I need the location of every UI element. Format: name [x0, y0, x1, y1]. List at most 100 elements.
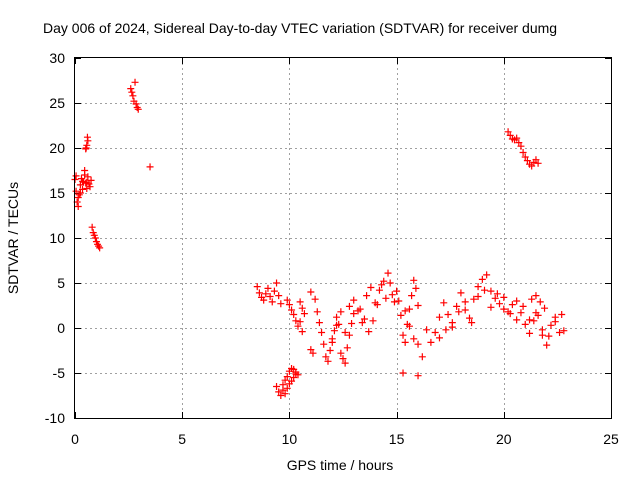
data-point — [412, 284, 420, 292]
data-point — [275, 292, 283, 300]
data-point — [487, 303, 495, 311]
data-point — [358, 319, 366, 327]
data-point — [528, 162, 536, 170]
data-point — [311, 295, 319, 303]
data-point — [442, 326, 450, 334]
data-point — [322, 353, 330, 361]
data-point — [543, 341, 551, 349]
data-point — [399, 331, 407, 339]
data-point — [128, 88, 136, 96]
data-point — [290, 311, 298, 318]
data-point — [81, 167, 89, 174]
data-point — [82, 144, 90, 152]
x-tick-label: 10 — [282, 431, 298, 447]
data-point — [333, 313, 341, 321]
data-point — [345, 331, 353, 339]
data-point — [260, 296, 268, 304]
data-point — [461, 306, 469, 314]
data-point — [292, 317, 300, 325]
data-point — [285, 301, 293, 309]
data-point — [534, 159, 542, 167]
data-point — [397, 311, 405, 319]
y-tick-label: 5 — [57, 275, 65, 291]
data-point — [465, 314, 473, 322]
data-points — [71, 78, 568, 399]
data-point — [266, 293, 274, 300]
y-tick-label: 0 — [57, 320, 65, 336]
data-point — [513, 316, 521, 324]
data-point — [530, 317, 538, 325]
data-point — [298, 328, 306, 336]
data-point — [79, 185, 87, 193]
data-point — [133, 104, 141, 111]
data-point — [296, 318, 304, 326]
data-point — [515, 139, 523, 147]
data-point — [76, 189, 84, 197]
data-point — [408, 292, 416, 300]
data-point — [483, 271, 491, 279]
data-point — [538, 326, 546, 334]
data-point — [414, 340, 422, 348]
data-point — [72, 187, 80, 195]
data-point — [270, 287, 278, 295]
data-point — [253, 283, 261, 291]
data-point — [300, 310, 308, 318]
data-point — [313, 308, 321, 316]
data-point — [414, 302, 422, 309]
data-point — [83, 133, 91, 141]
data-point — [378, 281, 386, 289]
data-point — [294, 322, 302, 330]
data-point — [275, 388, 283, 396]
data-point — [129, 92, 137, 100]
data-point — [474, 293, 482, 300]
data-point — [132, 100, 140, 108]
data-point — [268, 298, 276, 306]
data-point — [526, 316, 534, 324]
data-point — [87, 176, 95, 184]
data-point — [519, 149, 527, 156]
data-point — [330, 327, 338, 335]
data-point — [255, 289, 263, 297]
data-point — [367, 284, 375, 291]
data-point — [264, 284, 272, 292]
data-point — [427, 338, 435, 346]
data-point — [74, 194, 82, 201]
data-point — [298, 304, 306, 312]
data-point — [318, 329, 326, 336]
data-point — [435, 313, 443, 321]
data-point — [504, 128, 512, 136]
data-point — [526, 329, 534, 337]
data-point — [382, 294, 390, 302]
data-point — [461, 298, 469, 306]
data-point — [281, 376, 289, 384]
data-point — [83, 178, 91, 186]
data-point — [363, 292, 371, 300]
plot-frame — [74, 57, 612, 419]
data-point — [500, 305, 508, 313]
data-point — [345, 302, 353, 310]
data-point — [474, 283, 482, 291]
y-tick-label: 20 — [49, 140, 65, 156]
data-point — [356, 305, 364, 313]
data-point — [536, 298, 544, 306]
data-point — [146, 163, 154, 171]
data-point — [339, 355, 347, 363]
data-point — [395, 297, 403, 305]
data-point — [88, 223, 96, 231]
data-point — [281, 390, 289, 398]
data-point — [343, 344, 351, 352]
x-tick-label: 5 — [178, 431, 186, 447]
data-point — [506, 131, 514, 139]
data-point — [79, 177, 87, 185]
data-point — [388, 291, 396, 299]
x-tick-label: 15 — [389, 431, 405, 447]
data-point — [532, 309, 540, 317]
data-point — [423, 326, 431, 334]
data-point — [131, 78, 139, 86]
data-point — [328, 335, 336, 343]
data-point — [431, 329, 439, 336]
data-point — [448, 323, 456, 331]
y-tick-label: -5 — [53, 365, 66, 381]
data-point — [307, 346, 315, 354]
